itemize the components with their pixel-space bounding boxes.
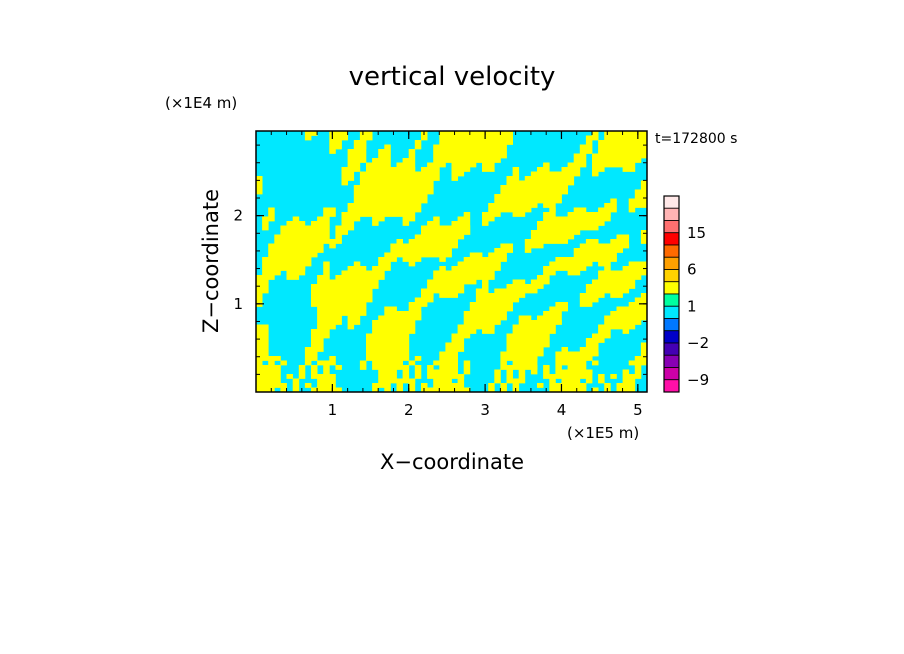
colorbar-band-12 [663, 342, 680, 356]
colorbar-band-5 [663, 256, 680, 270]
colorbar-band-13 [663, 354, 680, 368]
y-tick-label-1: 2 [233, 207, 243, 225]
colorbar-band-2 [663, 220, 680, 234]
colorbar-frame [663, 195, 680, 393]
y-tick-label-0: 1 [233, 295, 243, 313]
y-unit-label: (×1E4 m) [165, 94, 237, 112]
colorbar-band-0 [663, 195, 680, 209]
colorbar-label-3: −2 [687, 334, 709, 352]
chart-title: vertical velocity [349, 62, 556, 92]
x-axis-label: X−coordinate [380, 450, 524, 474]
colorbar-band-14 [663, 367, 680, 381]
y-axis-label: Z−coordinate [199, 189, 223, 333]
colorbar-band-1 [663, 207, 680, 221]
colorbar-band-8 [663, 293, 680, 307]
colorbar-band-10 [663, 318, 680, 332]
y-axis: 12 [233, 144, 647, 375]
x-tick-label-0: 1 [328, 401, 338, 419]
colorbar-band-9 [663, 305, 680, 319]
colorbar-band-7 [663, 281, 680, 295]
x-tick-label-1: 2 [404, 401, 414, 419]
colorbar-label-1: 6 [687, 261, 697, 279]
x-unit-label: (×1E5 m) [567, 424, 639, 442]
colorbar-band-3 [663, 232, 680, 246]
x-tick-label-3: 4 [557, 401, 567, 419]
colorbar-label-0: 15 [687, 224, 706, 242]
colorbar-band-11 [663, 330, 680, 344]
x-tick-label-2: 3 [480, 401, 490, 419]
plot-area [256, 131, 647, 392]
colorbar-label-2: 1 [687, 297, 697, 315]
colorbar-band-6 [663, 269, 680, 283]
colorbar-band-15 [663, 379, 680, 393]
time-label: t=172800 s [655, 131, 737, 147]
plot-frame [255, 130, 648, 393]
updraft-field [256, 131, 647, 392]
updraft-regions [256, 131, 647, 392]
colorbar-band-4 [663, 244, 680, 258]
colorbar-label-4: −9 [687, 371, 709, 389]
x-axis: 1 2 3 4 5 [270, 131, 643, 419]
x-tick-label-4: 5 [633, 401, 643, 419]
colorbar: 15 6 1 −2 −9 [663, 195, 709, 393]
